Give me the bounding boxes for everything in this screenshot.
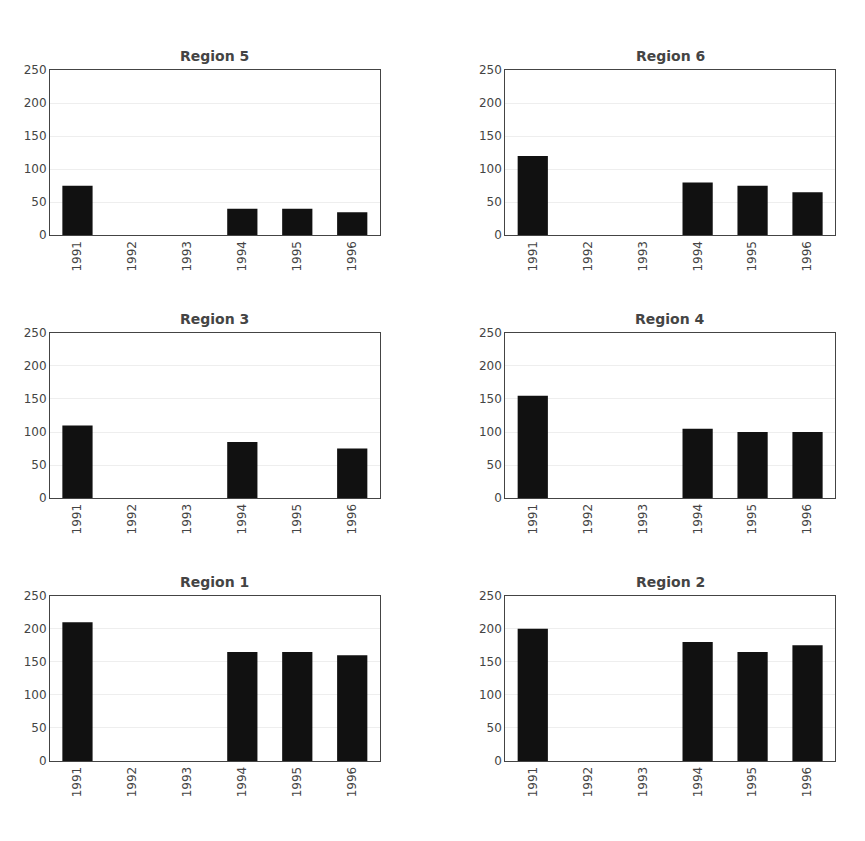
svg-text:150: 150 <box>479 129 502 143</box>
svg-text:0: 0 <box>494 491 502 505</box>
svg-text:1996: 1996 <box>800 504 814 535</box>
svg-text:100: 100 <box>479 688 502 702</box>
svg-text:1996: 1996 <box>345 241 359 272</box>
svg-text:1992: 1992 <box>125 241 139 272</box>
svg-text:1991: 1991 <box>526 504 540 535</box>
svg-text:1995: 1995 <box>745 504 759 535</box>
svg-text:100: 100 <box>24 688 47 702</box>
svg-text:50: 50 <box>31 195 46 209</box>
svg-text:100: 100 <box>479 425 502 439</box>
svg-text:150: 150 <box>24 655 47 669</box>
svg-text:1992: 1992 <box>581 241 595 272</box>
svg-text:1991: 1991 <box>70 504 84 535</box>
svg-text:Region 5: Region 5 <box>180 48 249 64</box>
svg-text:50: 50 <box>487 721 502 735</box>
svg-text:250: 250 <box>479 589 502 603</box>
svg-text:0: 0 <box>39 491 47 505</box>
svg-text:250: 250 <box>479 63 502 77</box>
svg-text:1992: 1992 <box>581 767 595 798</box>
svg-text:100: 100 <box>24 162 47 176</box>
svg-text:1994: 1994 <box>691 241 705 272</box>
svg-text:0: 0 <box>494 754 502 768</box>
svg-text:Region 4: Region 4 <box>635 311 705 327</box>
svg-text:150: 150 <box>479 655 502 669</box>
svg-text:1995: 1995 <box>745 767 759 798</box>
svg-text:200: 200 <box>24 359 47 373</box>
svg-text:1992: 1992 <box>125 504 139 535</box>
svg-text:100: 100 <box>24 425 47 439</box>
svg-text:250: 250 <box>479 326 502 340</box>
svg-text:1991: 1991 <box>526 767 540 798</box>
svg-text:200: 200 <box>24 96 47 110</box>
svg-text:1994: 1994 <box>691 504 705 535</box>
svg-text:250: 250 <box>24 63 47 77</box>
svg-text:1994: 1994 <box>235 504 249 535</box>
svg-text:1995: 1995 <box>290 241 304 272</box>
svg-text:Region 1: Region 1 <box>180 574 249 590</box>
svg-text:1996: 1996 <box>800 767 814 798</box>
svg-text:1994: 1994 <box>235 767 249 798</box>
svg-text:Region 6: Region 6 <box>636 48 705 64</box>
svg-text:1993: 1993 <box>180 767 194 798</box>
svg-text:150: 150 <box>24 129 47 143</box>
svg-text:1995: 1995 <box>290 504 304 535</box>
svg-text:200: 200 <box>24 622 47 636</box>
svg-text:1993: 1993 <box>636 504 650 535</box>
svg-text:200: 200 <box>479 96 502 110</box>
svg-text:0: 0 <box>39 228 47 242</box>
svg-text:1995: 1995 <box>745 241 759 272</box>
svg-text:50: 50 <box>487 195 502 209</box>
svg-text:150: 150 <box>24 392 47 406</box>
svg-text:0: 0 <box>39 754 47 768</box>
svg-text:250: 250 <box>24 326 47 340</box>
svg-text:1991: 1991 <box>70 767 84 798</box>
svg-text:1992: 1992 <box>125 767 139 798</box>
svg-text:1992: 1992 <box>581 504 595 535</box>
svg-text:1996: 1996 <box>345 504 359 535</box>
svg-text:1993: 1993 <box>180 504 194 535</box>
svg-text:250: 250 <box>24 589 47 603</box>
svg-text:1993: 1993 <box>636 767 650 798</box>
svg-text:150: 150 <box>479 392 502 406</box>
svg-text:100: 100 <box>479 162 502 176</box>
svg-text:50: 50 <box>31 458 46 472</box>
svg-text:1991: 1991 <box>70 241 84 272</box>
svg-text:1994: 1994 <box>691 767 705 798</box>
svg-text:Region 3: Region 3 <box>180 311 249 327</box>
svg-text:50: 50 <box>31 721 46 735</box>
svg-text:1996: 1996 <box>800 241 814 272</box>
svg-text:0: 0 <box>494 228 502 242</box>
svg-text:Region 2: Region 2 <box>636 574 705 590</box>
svg-text:1994: 1994 <box>235 241 249 272</box>
svg-text:1996: 1996 <box>345 767 359 798</box>
svg-text:1993: 1993 <box>180 241 194 272</box>
svg-text:200: 200 <box>479 622 502 636</box>
svg-text:50: 50 <box>487 458 502 472</box>
svg-text:1991: 1991 <box>526 241 540 272</box>
svg-text:1995: 1995 <box>290 767 304 798</box>
svg-text:1993: 1993 <box>636 241 650 272</box>
svg-text:200: 200 <box>479 359 502 373</box>
